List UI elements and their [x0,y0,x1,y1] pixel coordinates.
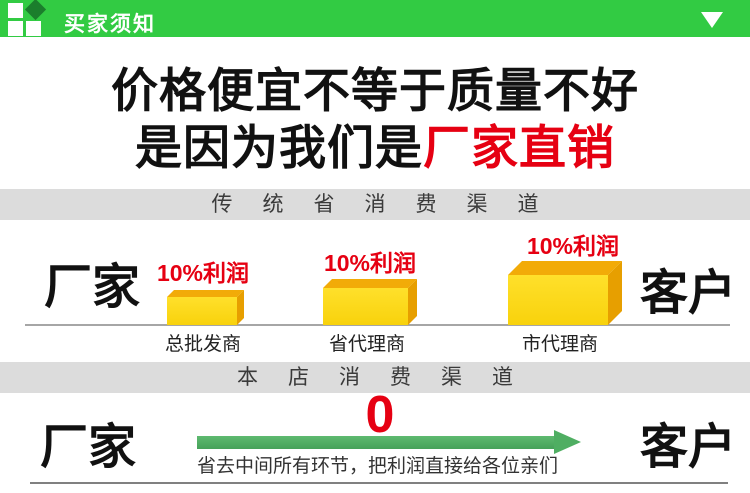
arrow-right-icon [554,430,581,454]
factory-label: 厂家 [44,261,141,314]
zero-profit-label: 0 [365,386,395,444]
distributor-label: 总批发商 [164,334,241,355]
headline-line2-black: 是因为我们是 [135,121,423,174]
traditional-channel-diagram: 厂家 客户 10%利润 10%利润 10%利润 总批发商 省代理商 市代理商 [0,222,750,362]
bottom-divider [30,482,728,484]
headline-line2-red: 厂家直销 [423,121,615,174]
profit-label: 10%利润 [526,233,620,259]
logo-square [8,21,23,36]
section-bar-direct: 本店消费渠道 [0,362,750,393]
profit-label: 10%利润 [323,250,417,276]
box-side-face [408,279,417,325]
customer-label: 客户 [640,267,737,320]
box-top-face [167,290,244,297]
direct-channel-diagram: 厂家 客户 0 省去中间所有环节，把利润直接给各位亲们 [0,386,750,493]
logo-square [26,21,41,36]
box-top-face [508,261,622,275]
direct-caption: 省去中间所有环节，把利润直接给各位亲们 [196,456,558,477]
arrow-shaft [197,436,554,449]
box-front-face [167,297,237,325]
box-front-face [508,275,608,325]
box-side-face [237,290,244,325]
section-bar-traditional: 传统省消费渠道 [0,189,750,220]
factory-label: 厂家 [40,421,137,474]
headline-line2: 是因为我们是厂家直销 [0,119,750,176]
logo-square [8,3,23,18]
headline: 价格便宜不等于质量不好 是因为我们是厂家直销 [0,62,750,176]
profit-label: 10%利润 [156,260,250,286]
collapse-triangle-icon[interactable] [701,12,723,28]
box-front-face [323,288,408,325]
distributor-label: 市代理商 [521,334,598,355]
baseline-divider [25,324,730,326]
distributor-label: 省代理商 [328,334,405,355]
box-top-face [323,279,417,288]
customer-label: 客户 [640,421,737,474]
logo-icon [8,0,56,36]
logo-diamond [24,0,47,21]
headline-line1: 价格便宜不等于质量不好 [111,64,639,117]
header-title: 买家须知 [64,13,156,36]
header-bar: 买家须知 [0,0,750,37]
